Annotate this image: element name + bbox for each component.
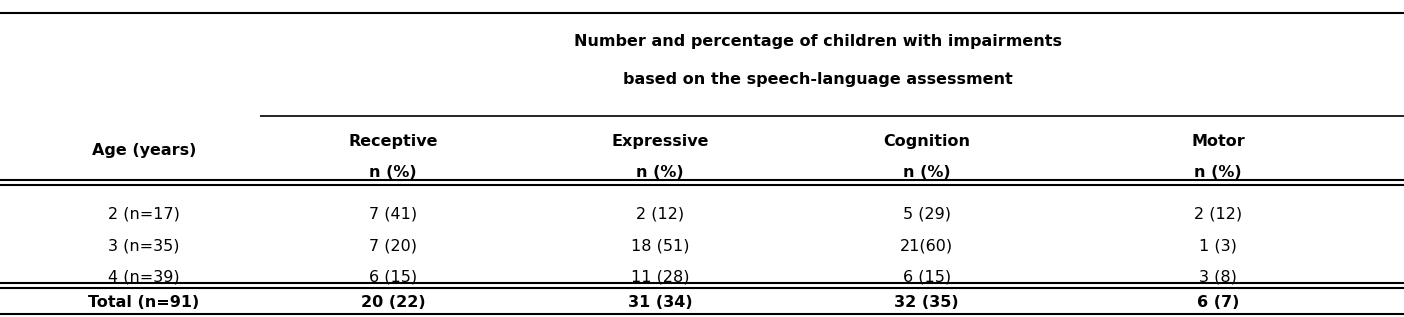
Text: Cognition: Cognition <box>883 133 970 149</box>
Text: Motor: Motor <box>1191 133 1245 149</box>
Text: Number and percentage of children with impairments: Number and percentage of children with i… <box>574 34 1061 49</box>
Text: based on the speech-language assessment: based on the speech-language assessment <box>623 72 1012 87</box>
Text: 1 (3): 1 (3) <box>1199 238 1237 253</box>
Text: 18 (51): 18 (51) <box>630 238 689 253</box>
Text: Expressive: Expressive <box>611 133 709 149</box>
Text: 3 (n=35): 3 (n=35) <box>108 238 180 253</box>
Text: 2 (12): 2 (12) <box>636 206 684 222</box>
Text: n (%): n (%) <box>369 165 417 180</box>
Text: n (%): n (%) <box>903 165 951 180</box>
Text: 2 (n=17): 2 (n=17) <box>108 206 180 222</box>
Text: 7 (41): 7 (41) <box>369 206 417 222</box>
Text: 5 (29): 5 (29) <box>903 206 951 222</box>
Text: 20 (22): 20 (22) <box>361 295 425 310</box>
Text: 3 (8): 3 (8) <box>1199 270 1237 285</box>
Text: 21(60): 21(60) <box>900 238 953 253</box>
Text: 11 (28): 11 (28) <box>630 270 689 285</box>
Text: Age (years): Age (years) <box>91 143 197 158</box>
Text: 2 (12): 2 (12) <box>1193 206 1243 222</box>
Text: 6 (15): 6 (15) <box>903 270 951 285</box>
Text: n (%): n (%) <box>1195 165 1241 180</box>
Text: 7 (20): 7 (20) <box>369 238 417 253</box>
Text: n (%): n (%) <box>636 165 684 180</box>
Text: Total (n=91): Total (n=91) <box>88 295 199 310</box>
Text: 31 (34): 31 (34) <box>628 295 692 310</box>
Text: 32 (35): 32 (35) <box>894 295 959 310</box>
Text: 6 (7): 6 (7) <box>1196 295 1240 310</box>
Text: 6 (15): 6 (15) <box>369 270 417 285</box>
Text: Receptive: Receptive <box>348 133 438 149</box>
Text: 4 (n=39): 4 (n=39) <box>108 270 180 285</box>
